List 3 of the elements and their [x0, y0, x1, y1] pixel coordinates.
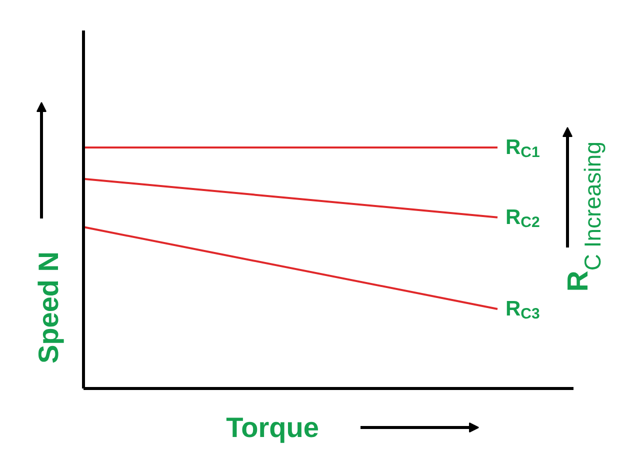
x-axis-title: Torque	[226, 412, 319, 443]
y-axis-title: Speed N	[33, 251, 64, 364]
annotation: RC Increasing	[562, 141, 606, 292]
